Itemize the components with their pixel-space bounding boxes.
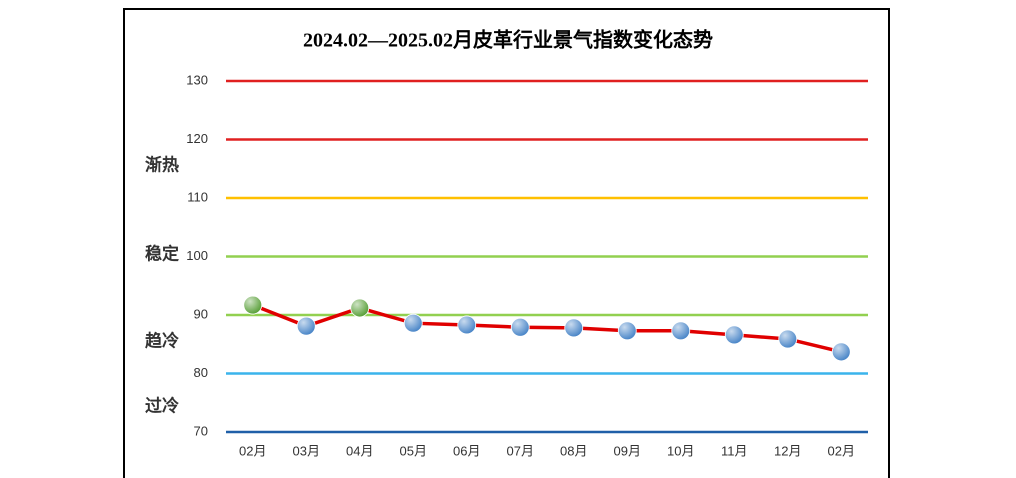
point-shine xyxy=(457,315,476,334)
point-shine xyxy=(671,321,690,340)
zone-label: 稳定 xyxy=(145,243,179,263)
point-shine xyxy=(350,298,369,317)
point-shine xyxy=(511,318,530,337)
x-tick-label: 11月 xyxy=(721,443,748,458)
x-tick-label: 10月 xyxy=(667,443,694,458)
point-shine xyxy=(297,317,316,336)
zone-label: 渐热 xyxy=(145,154,179,174)
x-tick-label: 02月 xyxy=(239,443,266,458)
x-tick-label: 07月 xyxy=(507,443,534,458)
x-tick-label: 04月 xyxy=(346,443,373,458)
point-shine xyxy=(725,325,744,344)
y-tick-label: 100 xyxy=(186,248,208,263)
x-tick-label: 09月 xyxy=(614,443,641,458)
point-shine xyxy=(618,321,637,340)
x-tick-label: 06月 xyxy=(453,443,480,458)
zone-label: 过冷 xyxy=(145,395,179,415)
point-shine xyxy=(778,329,797,348)
y-tick-label: 120 xyxy=(186,131,208,146)
series-line xyxy=(252,303,842,354)
x-tick-label: 03月 xyxy=(293,443,320,458)
zone-label: 趋冷 xyxy=(145,330,179,350)
x-tick-label: 02月 xyxy=(828,443,855,458)
x-tick-label: 12月 xyxy=(774,443,801,458)
x-tick-label: 05月 xyxy=(400,443,427,458)
y-tick-label: 110 xyxy=(187,189,208,204)
x-tick-label: 08月 xyxy=(560,443,587,458)
point-shine xyxy=(564,318,583,337)
point-shine xyxy=(243,296,262,315)
y-tick-label: 130 xyxy=(186,72,208,87)
y-tick-label: 80 xyxy=(194,365,208,380)
chart-title: 2024.02—2025.02月皮革行业景气指数变化态势 xyxy=(303,28,713,52)
chart-border xyxy=(123,8,890,478)
point-shine xyxy=(404,314,423,333)
y-tick-label: 90 xyxy=(194,306,208,321)
point-shine xyxy=(832,342,851,361)
y-tick-label: 70 xyxy=(194,423,208,438)
